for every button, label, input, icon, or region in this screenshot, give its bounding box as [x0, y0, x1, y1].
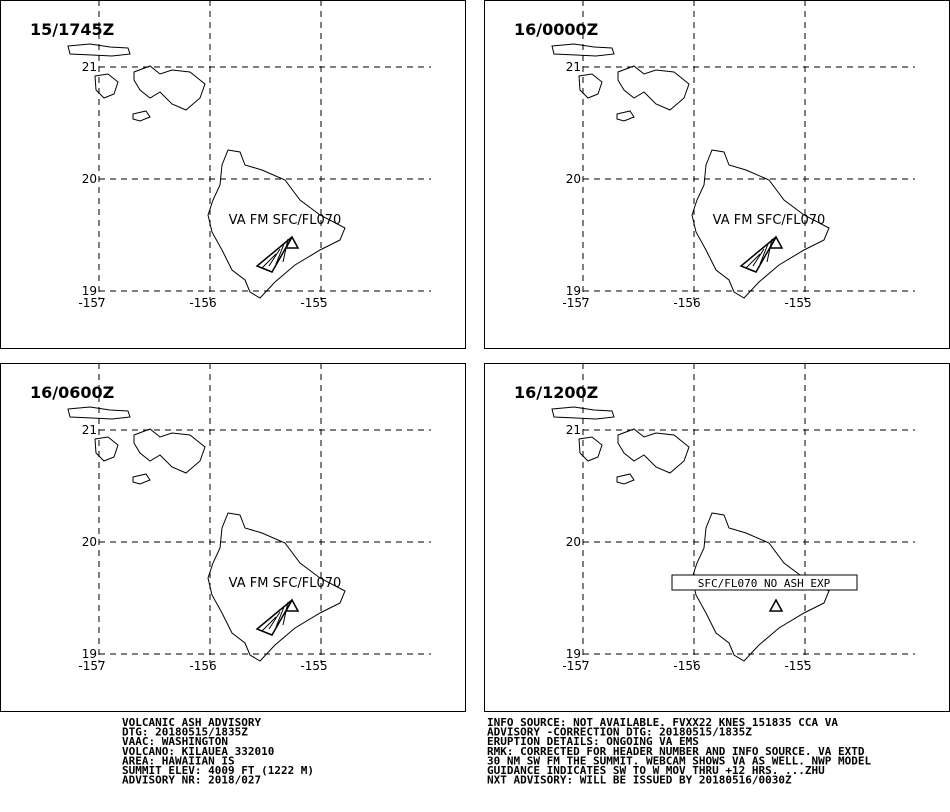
advisory-line: VAAC: WASHINGTON	[122, 735, 228, 748]
panel-frame	[0, 0, 466, 349]
ash-hatch	[261, 616, 277, 632]
lon-label: -157	[78, 296, 105, 310]
island	[133, 65, 206, 111]
ash-hatch	[282, 238, 289, 263]
advisory-line: SUMMIT ELEV: 4009 FT (1222 M)	[122, 764, 314, 777]
island	[691, 149, 830, 299]
lon-label: -156	[189, 659, 216, 673]
advisory-line: ADVISORY NR: 2018/027	[122, 774, 261, 787]
panel-frame	[0, 363, 466, 712]
lon-label: -155	[784, 296, 811, 310]
advisory-line: DTG: 20180515/1835Z	[122, 726, 248, 739]
valid-time: 16/0600Z	[30, 383, 114, 402]
advisory-line: INFO SOURCE: NOT AVAILABLE. FVXX22 KNES …	[487, 716, 838, 729]
panel: -157 -156 -155 21 20 19 15/1745Z VA FM SFC/FL07…	[0, 0, 466, 349]
advisory-line: VOLCANO: KILAUEA 332010	[122, 745, 274, 758]
island	[551, 406, 615, 420]
valid-time: 16/1200Z	[514, 383, 598, 402]
island	[94, 73, 119, 99]
ash-area	[739, 236, 777, 273]
valid-time: 15/1745Z	[30, 20, 114, 39]
island	[691, 512, 830, 662]
ash-area	[255, 236, 293, 273]
lon-label: -157	[562, 659, 589, 673]
lat-label: 19	[566, 647, 581, 661]
ash-hatch	[282, 601, 289, 626]
lat-label: 19	[82, 284, 97, 298]
volcano	[284, 598, 300, 612]
island	[132, 110, 151, 122]
valid-time: 16/0000Z	[514, 20, 598, 39]
lat-label: 21	[566, 423, 581, 437]
volcano	[768, 235, 784, 249]
ash-label: VA FM SFC/FL070	[713, 213, 826, 228]
island	[578, 73, 603, 99]
ash-label: VA FM SFC/FL070	[229, 213, 342, 228]
lat-label: 20	[566, 172, 581, 186]
panel: -157 -156 -155 21 20 19 16/1200Z SFC/FL070 NO A…	[484, 363, 950, 712]
volcano	[284, 235, 300, 249]
ash-label: SFC/FL070 NO ASH EXP	[698, 577, 831, 590]
label-box	[671, 574, 858, 591]
advisory-line: ADVISORY -CORRECTION DTG: 20180515/1835Z	[487, 726, 752, 739]
lon-label: -157	[78, 659, 105, 673]
lat-label: 19	[566, 284, 581, 298]
ash-label: VA FM SFC/FL070	[229, 576, 342, 591]
island	[67, 43, 131, 57]
ash-hatch	[275, 606, 285, 628]
lat-label: 21	[82, 423, 97, 437]
advisory-line: AREA: HAWAIIAN IS	[122, 754, 235, 767]
island	[617, 65, 690, 111]
island	[67, 406, 131, 420]
lon-label: -155	[784, 659, 811, 673]
lat-label: 20	[566, 535, 581, 549]
lat-label: 19	[82, 647, 97, 661]
island	[94, 436, 119, 462]
panel: -157 -156 -155 21 20 19 16/0600Z VA FM SFC/FL07…	[0, 363, 466, 712]
island	[133, 428, 206, 474]
lon-label: -156	[673, 659, 700, 673]
advisory-line: GUIDANCE INDICATES SW TO W MOV THRU +12 …	[487, 764, 825, 777]
island	[551, 43, 615, 57]
advisory-line: NXT ADVISORY: WILL BE ISSUED BY 20180516…	[487, 774, 792, 787]
advisory-line: 30 NM SW FM THE SUMMIT. WEBCAM SHOWS VA …	[487, 754, 871, 767]
island	[617, 428, 690, 474]
island	[616, 110, 635, 122]
panel: -157 -156 -155 21 20 19 16/0000Z VA FM SFC/FL07…	[484, 0, 950, 349]
lat-label: 21	[566, 60, 581, 74]
panel-frame	[484, 363, 950, 712]
ash-hatch	[766, 238, 773, 263]
volcano	[768, 598, 784, 612]
lon-label: -157	[562, 296, 589, 310]
advisory-line: ERUPTION DETAILS: ONGOING VA EMS	[487, 735, 699, 748]
ash-hatch	[268, 248, 281, 267]
lat-label: 20	[82, 535, 97, 549]
island	[207, 512, 346, 662]
panel-frame	[484, 0, 950, 349]
lon-label: -155	[300, 659, 327, 673]
advisory-line: RMK: CORRECTED FOR HEADER NUMBER AND INF…	[487, 745, 865, 758]
ash-hatch	[752, 248, 765, 267]
ash-area	[255, 599, 293, 636]
lat-label: 20	[82, 172, 97, 186]
ash-hatch	[268, 611, 281, 630]
island	[616, 473, 635, 485]
lon-label: -156	[189, 296, 216, 310]
ash-hatch	[275, 243, 285, 265]
ash-hatch	[745, 253, 761, 269]
lon-label: -156	[673, 296, 700, 310]
island	[207, 149, 346, 299]
advisory-line: VOLCANIC ASH ADVISORY	[122, 716, 261, 729]
ash-hatch	[261, 253, 277, 269]
lat-label: 21	[82, 60, 97, 74]
lon-label: -155	[300, 296, 327, 310]
ash-hatch	[759, 243, 769, 265]
island	[578, 436, 603, 462]
island	[132, 473, 151, 485]
